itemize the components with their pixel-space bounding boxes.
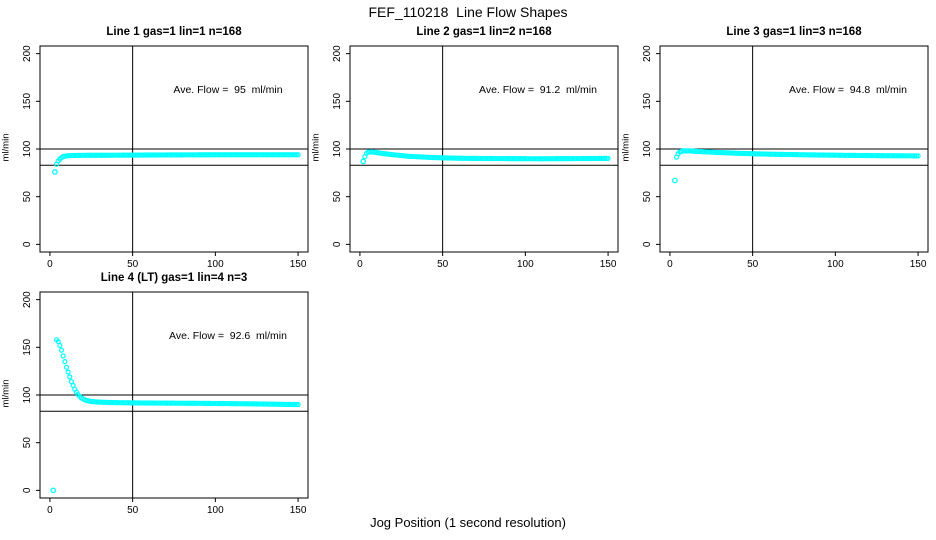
subplot-2-title: Line 2 gas=1 lin=2 n=168: [416, 26, 552, 38]
subplot-1-title: Line 1 gas=1 lin=1 n=168: [106, 26, 242, 38]
svg-text:100: 100: [207, 505, 224, 516]
svg-text:100: 100: [642, 140, 653, 157]
svg-text:200: 200: [332, 45, 343, 62]
svg-text:50: 50: [127, 259, 139, 270]
svg-text:150: 150: [22, 93, 33, 110]
subplot-3-title: Line 3 gas=1 lin=3 n=168: [726, 26, 862, 38]
svg-text:150: 150: [22, 339, 33, 356]
subplot-4-title: Line 4 (LT) gas=1 lin=4 n=3: [100, 272, 248, 284]
svg-text:100: 100: [332, 140, 343, 157]
svg-text:0: 0: [22, 241, 33, 247]
svg-text:0: 0: [642, 241, 653, 247]
svg-text:0: 0: [47, 259, 53, 270]
subplot-line-1: Line 1 gas=1 lin=1 n=168 ml/min Ave. Flo…: [0, 26, 316, 278]
subplot-line-4: Line 4 (LT) gas=1 lin=4 n=3 ml/min Ave. …: [0, 272, 316, 524]
svg-text:150: 150: [910, 259, 927, 270]
subplot-1-plot-area: 0 50 100 150 0 50 100 150 200: [22, 45, 309, 270]
figure-title: FEF_110218 Line Flow Shapes: [368, 4, 568, 20]
svg-text:200: 200: [642, 45, 653, 62]
svg-text:100: 100: [207, 259, 224, 270]
subplot-3-plot-area: 0 50 100 150 0 50 100 150 200: [642, 45, 929, 270]
svg-text:50: 50: [332, 191, 343, 203]
svg-text:150: 150: [600, 259, 617, 270]
svg-text:150: 150: [290, 259, 307, 270]
svg-text:50: 50: [22, 437, 33, 449]
svg-text:0: 0: [22, 487, 33, 493]
svg-text:100: 100: [22, 140, 33, 157]
svg-text:150: 150: [642, 93, 653, 110]
svg-text:50: 50: [437, 259, 449, 270]
figure-x-axis-label: Jog Position (1 second resolution): [370, 515, 566, 530]
svg-text:50: 50: [22, 191, 33, 203]
svg-text:150: 150: [332, 93, 343, 110]
subplot-2-plot-area: 0 50 100 150 0 50 100 150 200: [332, 45, 619, 270]
svg-text:0: 0: [47, 505, 53, 516]
subplot-4-ave-flow-annotation: Ave. Flow = 92.6 ml/min: [169, 330, 287, 342]
subplot-3-ave-flow-annotation: Ave. Flow = 94.8 ml/min: [789, 84, 907, 96]
svg-text:0: 0: [357, 259, 363, 270]
subplot-4-plot-area: 0 50 100 150 0 50 100 150 200: [22, 291, 309, 516]
svg-text:50: 50: [642, 191, 653, 203]
svg-text:50: 50: [127, 505, 139, 516]
svg-text:50: 50: [747, 259, 759, 270]
svg-text:100: 100: [827, 259, 844, 270]
subplot-2-ave-flow-annotation: Ave. Flow = 91.2 ml/min: [479, 84, 597, 96]
svg-text:0: 0: [667, 259, 673, 270]
svg-text:100: 100: [22, 386, 33, 403]
svg-text:150: 150: [290, 505, 307, 516]
svg-text:100: 100: [517, 259, 534, 270]
svg-text:0: 0: [332, 241, 343, 247]
subplot-line-2: Line 2 gas=1 lin=2 n=168 ml/min Ave. Flo…: [310, 26, 626, 278]
svg-text:200: 200: [22, 45, 33, 62]
svg-text:200: 200: [22, 291, 33, 308]
subplot-1-ave-flow-annotation: Ave. Flow = 95 ml/min: [173, 84, 283, 96]
subplot-line-3: Line 3 gas=1 lin=3 n=168 ml/min Ave. Flo…: [620, 26, 936, 278]
